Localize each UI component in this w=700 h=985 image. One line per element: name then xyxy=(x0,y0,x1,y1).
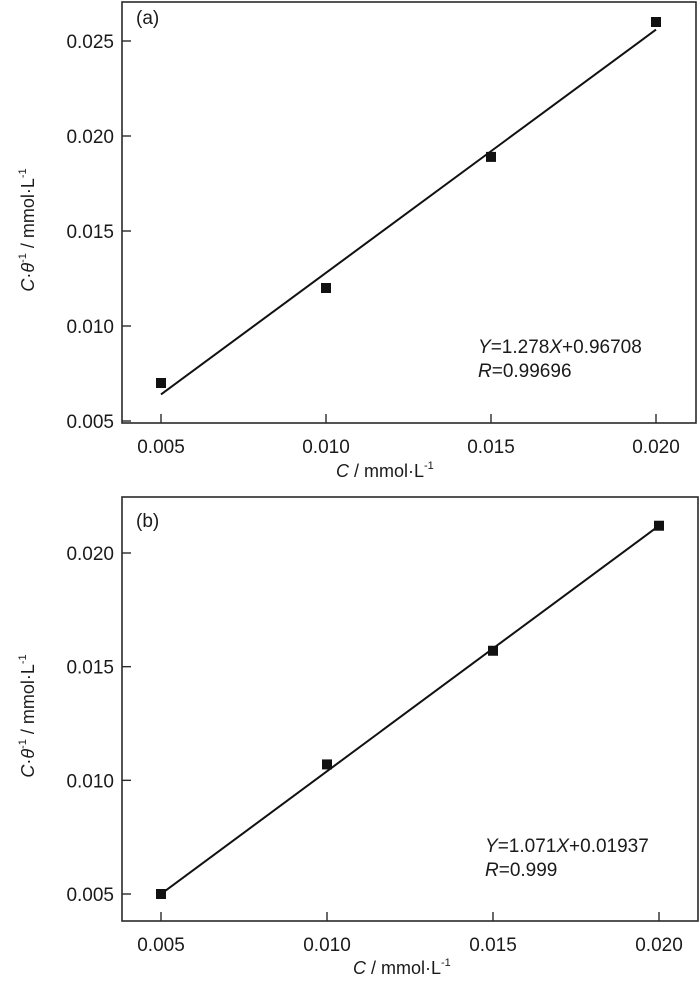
fit-equation: Y=1.071X+0.01937 xyxy=(485,836,649,857)
y-tick-label: 0.010 xyxy=(66,771,114,792)
panel-label: (b) xyxy=(136,511,159,532)
axis-ticks: 0.005 0.010 0.015 0.020 0.005 0.010 0.015 0.020 xyxy=(66,544,682,956)
y-tick-label: 0.015 xyxy=(66,658,114,679)
x-axis-title: C / mmol·L-1 xyxy=(336,460,434,481)
plot-frame xyxy=(121,1,697,424)
y-tick-label: 0.020 xyxy=(66,544,114,565)
panel-label: (a) xyxy=(136,8,159,29)
y-axis-title: C·θ-1 / mmol·L-1 xyxy=(17,654,38,777)
square-marker xyxy=(651,17,661,27)
y-tick-label: 0.005 xyxy=(66,885,114,906)
fit-line xyxy=(160,524,660,895)
y-tick-label: 0.005 xyxy=(66,412,114,433)
x-tick-label: 0.020 xyxy=(632,437,680,458)
square-marker xyxy=(156,889,166,899)
data-points xyxy=(156,520,664,899)
x-tick-label: 0.005 xyxy=(137,935,185,956)
chart-panel-a: 0.005 0.010 0.015 0.020 0.005 0.010 0.015 0.020… xyxy=(17,1,697,481)
square-marker xyxy=(322,759,332,770)
square-marker xyxy=(654,520,664,531)
y-tick-label: 0.010 xyxy=(66,317,114,338)
square-marker xyxy=(321,283,331,293)
x-tick-label: 0.010 xyxy=(303,935,351,956)
fit-equation: Y=1.278X+0.96708 xyxy=(478,337,642,358)
data-points xyxy=(156,17,661,388)
regression-line xyxy=(160,28,657,396)
r-value: R=0.999 xyxy=(485,860,557,881)
x-tick-label: 0.005 xyxy=(137,437,185,458)
x-tick-label: 0.020 xyxy=(635,935,683,956)
y-tick-label: 0.020 xyxy=(66,127,114,148)
y-axis-title: C·θ-1 / mmol·L-1 xyxy=(17,168,38,291)
chart-panel-b: 0.005 0.010 0.015 0.020 0.005 0.010 0.015 0.020… xyxy=(17,496,699,978)
r-value: R=0.99696 xyxy=(478,361,572,382)
fit-line xyxy=(160,28,657,396)
plot-frame xyxy=(121,496,699,922)
square-marker xyxy=(488,645,498,656)
x-tick-label: 0.015 xyxy=(469,935,517,956)
axis-ticks: 0.005 0.010 0.015 0.020 0.005 0.010 0.015 0.020… xyxy=(66,32,679,458)
y-tick-label: 0.025 xyxy=(66,32,114,53)
regression-line xyxy=(160,524,660,895)
square-marker xyxy=(156,378,166,388)
y-tick-label: 0.015 xyxy=(66,222,114,243)
square-marker xyxy=(486,151,496,162)
x-tick-label: 0.015 xyxy=(467,437,515,458)
x-axis-title: C / mmol·L-1 xyxy=(353,957,451,978)
x-tick-label: 0.010 xyxy=(302,437,350,458)
